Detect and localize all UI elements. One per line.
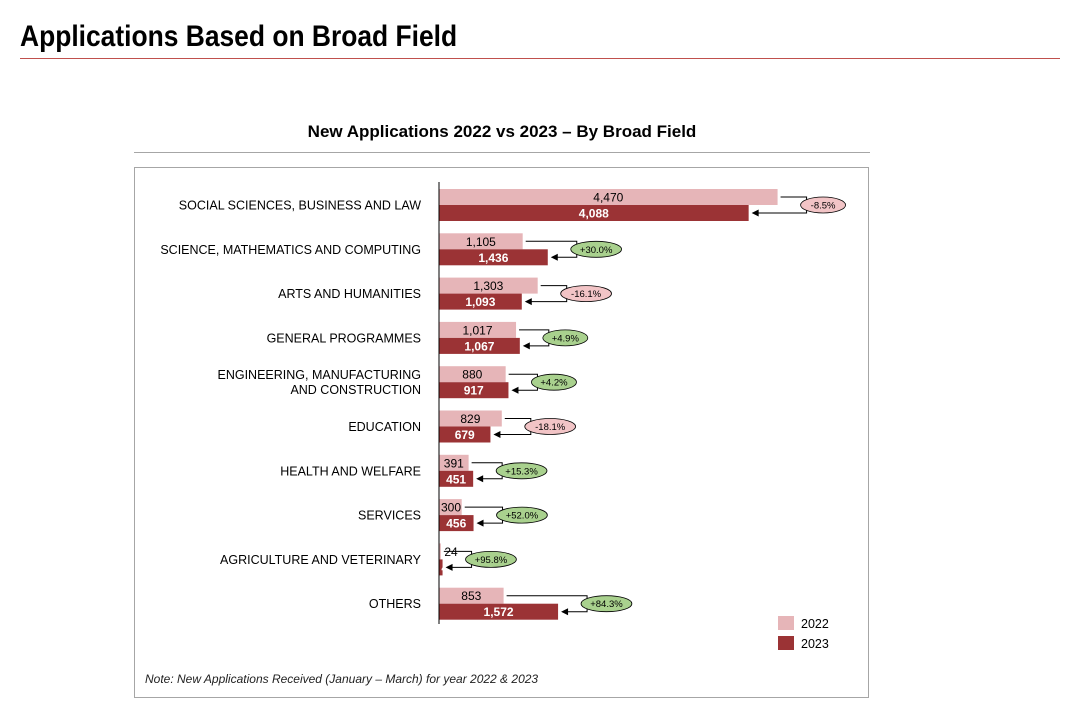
value-label-2022: 829 — [460, 412, 480, 426]
change-badge — [542, 329, 589, 347]
change-arrowhead — [511, 386, 519, 394]
change-arrowhead — [561, 608, 569, 616]
bar-2023 — [439, 515, 474, 532]
category-label: OTHERS — [369, 597, 421, 611]
change-arrowhead — [524, 298, 532, 306]
bar-2022 — [439, 277, 538, 294]
change-arrowhead — [493, 431, 501, 438]
category-label: ENGINEERING, MANUFACTURING AND CONSTRUCTI… — [218, 368, 422, 397]
chart-note: Note: New Applications Received (January… — [145, 672, 539, 686]
bar-2022 — [439, 543, 441, 560]
bar-2022 — [439, 366, 506, 383]
bar-2022 — [439, 587, 504, 604]
change-arrowhead — [522, 342, 530, 350]
change-arrowhead — [550, 253, 558, 261]
value-label-2022: 880 — [462, 368, 482, 382]
bar-2022 — [439, 454, 469, 471]
legend-label-2023: 2023 — [801, 637, 829, 651]
value-label-2022: 4,470 — [593, 191, 623, 205]
legend-swatch-2023 — [778, 636, 794, 650]
category-label: SCIENCE, MATHEMATICS AND COMPUTING — [160, 243, 421, 257]
change-label: +52.0% — [506, 511, 539, 522]
category-label: EDUCATION — [348, 420, 421, 434]
value-label-2022: 853 — [461, 589, 481, 603]
bar-2022 — [439, 233, 523, 250]
value-label-2022: 24 — [444, 545, 458, 559]
bar-2023 — [439, 426, 491, 443]
value-label-2023: 4,088 — [579, 207, 609, 221]
change-badge — [580, 595, 633, 613]
legend-label-2022: 2022 — [801, 617, 829, 631]
change-badge — [570, 240, 622, 258]
change-label: -16.1% — [571, 289, 602, 300]
change-badge — [495, 462, 548, 480]
value-label-2022: 1,303 — [473, 279, 503, 293]
change-arrowhead — [751, 209, 759, 217]
change-label: +30.0% — [580, 245, 613, 256]
value-label-2022: 1,017 — [463, 323, 493, 337]
change-badge — [560, 285, 612, 302]
change-badge — [800, 196, 846, 214]
change-arrowhead — [476, 519, 484, 527]
change-label: -18.1% — [535, 422, 566, 433]
bar-2023 — [439, 470, 474, 487]
bar-chart: SOCIAL SCIENCES, BUSINESS AND LAW 4,470 4,… — [160, 182, 846, 651]
chart-title-divider — [134, 152, 870, 153]
change-badge — [524, 418, 576, 435]
bar-2022 — [439, 410, 502, 427]
category-label: ARTS AND HUMANITIES — [278, 287, 421, 301]
category-label: AGRICULTURE AND VETERINARY — [220, 553, 422, 567]
bar-2023 — [439, 337, 520, 354]
page-title: Applications Based on Broad Field — [20, 20, 458, 53]
bar-2023 — [439, 382, 509, 399]
bar-2023 — [439, 205, 749, 221]
change-label: +4.2% — [540, 378, 568, 389]
chart-frame: SOCIAL SCIENCES, BUSINESS AND LAW 4,470 4,… — [134, 167, 869, 698]
value-label-2022: 1,105 — [466, 235, 496, 249]
change-arrowhead — [476, 475, 484, 483]
value-label-2023: 451 — [446, 472, 466, 486]
value-label-2022: 300 — [441, 501, 461, 515]
value-label-2023: 456 — [446, 517, 466, 531]
category-label: GENERAL PROGRAMMES — [267, 331, 421, 345]
title-divider — [20, 58, 1060, 59]
category-label: HEALTH AND WELFARE — [280, 464, 421, 478]
value-label-2023: 1,067 — [464, 339, 494, 353]
bar-2022 — [439, 499, 462, 516]
bar-2023 — [439, 249, 548, 266]
change-arrowhead — [445, 563, 453, 571]
change-badge — [531, 373, 577, 391]
value-label-2023: 917 — [464, 384, 484, 398]
category-label: SOCIAL SCIENCES, BUSINESS AND LAW — [179, 199, 421, 213]
change-label: +84.3% — [590, 599, 623, 610]
value-label-2023: 679 — [455, 428, 475, 442]
change-label: +15.3% — [505, 466, 538, 477]
change-label: +4.9% — [552, 333, 580, 344]
bar-2023 — [439, 603, 559, 620]
change-label: -8.5% — [811, 201, 836, 212]
value-label-2023: 1,572 — [484, 605, 514, 619]
chart-title: New Applications 2022 vs 2023 – By Broad… — [307, 122, 697, 141]
bar-2023 — [439, 559, 443, 576]
bar-2022 — [439, 321, 517, 338]
category-label: SERVICES — [358, 509, 421, 523]
value-label-2022: 391 — [444, 456, 464, 470]
change-badge — [496, 506, 548, 524]
value-label-2023: 1,436 — [478, 251, 508, 265]
value-label-2023: 1,093 — [465, 295, 495, 309]
bar-2023 — [439, 293, 522, 310]
bar-2022 — [439, 189, 778, 205]
legend-swatch-2022 — [778, 616, 794, 630]
change-label: +95.8% — [475, 555, 508, 566]
change-badge — [465, 550, 517, 568]
